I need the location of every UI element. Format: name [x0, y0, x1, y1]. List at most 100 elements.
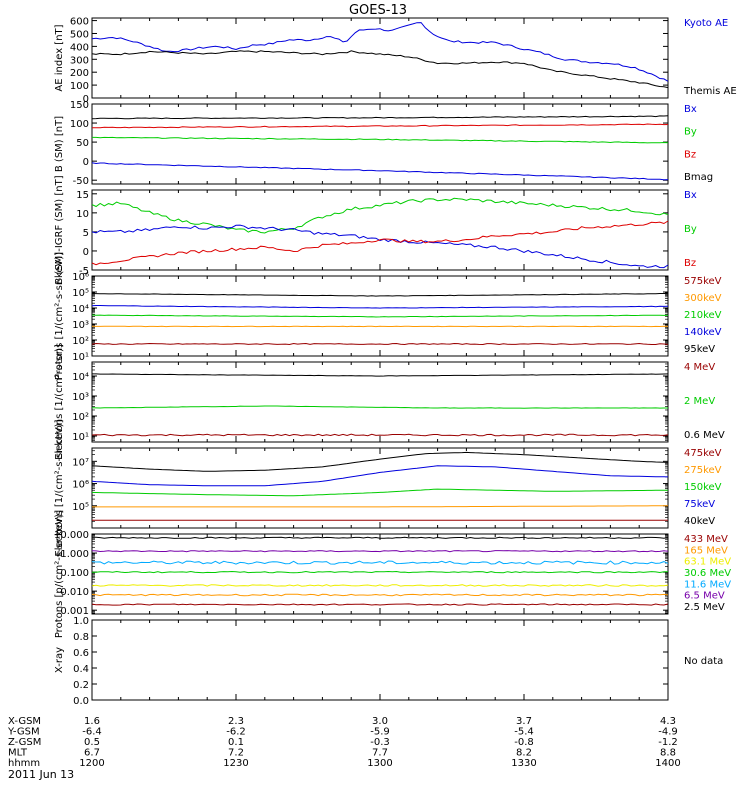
date-label: 2011 Jun 13 — [8, 768, 74, 781]
series-line-275kev — [92, 505, 668, 508]
panel-frame — [91, 447, 669, 529]
series-line-11-6-mev — [91, 560, 669, 565]
y-tick-label: 0.2 — [73, 680, 89, 691]
y-tick-label: 10³ — [72, 392, 89, 403]
panel-frame — [91, 619, 669, 701]
y-tick-label: 400 — [70, 42, 89, 53]
y-tick-label: 0.001 — [60, 606, 89, 617]
legend-entry: 140keV — [684, 327, 722, 338]
ephemeris-value: 1200 — [79, 758, 104, 769]
y-tick-label: 15 — [76, 190, 89, 201]
y-axis-label: X-ray — [54, 647, 65, 673]
ephemeris-table: X-GSM 1.6 2.3 3.0 3.7 4.3 Y-GSM -6.4 -6.2 -5.9 -5.… — [7, 716, 681, 769]
ephemeris-row-label: Z-GSM — [8, 737, 41, 748]
legend-entry: 30.6 MeV — [684, 568, 731, 579]
ephemeris-value: 0.1 — [228, 737, 244, 748]
ephemeris-row-label: hhmm — [8, 758, 40, 769]
series-line-140kev — [91, 305, 669, 309]
y-tick-label: 10⁵ — [72, 502, 89, 513]
series-line-bmag — [91, 115, 669, 120]
legend-entry: 95keV — [684, 344, 715, 355]
ephemeris-value: 6.7 — [84, 748, 100, 759]
series-line-433-mev — [91, 603, 669, 606]
y-tick-label: 1.000 — [60, 549, 89, 560]
y-tick-label: 0.4 — [73, 664, 89, 675]
legend-entry: Bx — [684, 190, 697, 201]
y-axis-label: Protons [1/(cm²-s-sr-keV)] — [54, 252, 65, 380]
series-line-by — [92, 136, 669, 144]
ephemeris-value: 3.0 — [372, 716, 388, 727]
y-tick-label: 5 — [83, 228, 89, 239]
legend-entry: 2.5 MeV — [684, 602, 725, 613]
y-axis-label: B (SM)-IGRF (SM) [nT] — [54, 175, 65, 284]
y-tick-label: 10⁷ — [72, 457, 89, 468]
y-tick-label: 10¹ — [72, 432, 89, 443]
panel-xray: 0.0 0.2 0.4 0.6 0.8 1.0 X-ray No data — [54, 616, 723, 707]
figure-title: GOES-13 — [349, 3, 407, 18]
panel-frame — [91, 17, 669, 99]
legend-entry: 11.6 MeV — [684, 579, 731, 590]
y-tick-label: 10⁶ — [72, 480, 89, 491]
ephemeris-value: -5.4 — [514, 727, 534, 738]
legend-entry: By — [684, 127, 697, 138]
legend-entry: Bz — [684, 258, 696, 269]
series-line-75kev — [91, 465, 669, 487]
ephemeris-value: 1400 — [655, 758, 680, 769]
y-tick-label: 300 — [70, 55, 89, 66]
legend-entry: 150keV — [684, 482, 722, 493]
y-tick-label: 10.000 — [54, 530, 89, 541]
series-line-kyoto-ae — [91, 22, 669, 82]
y-tick-label: 10³ — [72, 320, 89, 331]
legend-entry: 0.6 MeV — [684, 430, 725, 441]
series-line-4-mev — [91, 433, 669, 437]
y-tick-label: 10⁴ — [72, 304, 89, 315]
legend-entry: 63.1 MeV — [684, 557, 731, 568]
y-tick-label: 0.100 — [60, 568, 89, 579]
panel-frame — [91, 361, 669, 443]
ephemeris-value: -5.9 — [370, 727, 390, 738]
panel-bsm: -50 0 50 100 150 B (SM) [nT] Bx By Bz Bmag — [54, 100, 713, 187]
y-tick-label: 10¹ — [72, 352, 89, 363]
series-line-63-1-mev — [91, 584, 669, 587]
legend-entry: 433 MeV — [684, 534, 728, 545]
ephemeris-value: 7.2 — [228, 748, 244, 759]
series-line-by — [91, 197, 669, 234]
y-tick-label: 10 — [76, 209, 89, 220]
y-tick-label: 100 — [70, 119, 89, 130]
series-line-themis-ae — [91, 50, 669, 89]
ephemeris-value: 3.7 — [516, 716, 532, 727]
y-tick-label: 1.0 — [73, 616, 89, 627]
legend-entry: 575keV — [684, 276, 722, 287]
y-tick-label: 10⁵ — [72, 288, 89, 299]
ephemeris-value: 0.5 — [84, 737, 100, 748]
ephemeris-row-label: X-GSM — [8, 716, 41, 727]
legend-entry: 475keV — [684, 448, 722, 459]
legend-entry: 4 MeV — [684, 362, 715, 373]
y-tick-label: -5 — [79, 266, 89, 277]
ephemeris-value: -0.3 — [370, 737, 390, 748]
series-line-150kev — [91, 488, 669, 497]
ephemeris-value: -0.8 — [514, 737, 534, 748]
legend-entry: 300keV — [684, 293, 722, 304]
ephemeris-value: -4.9 — [658, 727, 678, 738]
y-tick-label: 50 — [76, 138, 89, 149]
ephemeris-value: 1300 — [367, 758, 392, 769]
ephemeris-value: 2.3 — [228, 716, 244, 727]
series-line-210kev — [91, 314, 669, 318]
y-tick-label: 0 — [83, 247, 89, 258]
series-line-bx — [91, 224, 669, 269]
ephemeris-value: -6.2 — [226, 727, 246, 738]
legend-entry: 210keV — [684, 310, 722, 321]
y-axis-label: Protons [p/(cm²-s-sr-keV)] — [54, 510, 65, 638]
y-axis-label: Electrons [1/(cm²-s-sr-keV)] — [54, 419, 65, 556]
series-line-165-mev — [91, 593, 669, 597]
y-tick-label: 500 — [70, 29, 89, 40]
ephemeris-value: -1.2 — [658, 737, 678, 748]
ephemeris-value: 7.7 — [372, 748, 388, 759]
legend-entry: Bz — [684, 149, 696, 160]
panel-frame — [91, 103, 669, 185]
y-tick-label: 0.010 — [60, 587, 89, 598]
ephemeris-value: 8.8 — [660, 748, 676, 759]
y-tick-label: 10⁴ — [72, 372, 89, 383]
